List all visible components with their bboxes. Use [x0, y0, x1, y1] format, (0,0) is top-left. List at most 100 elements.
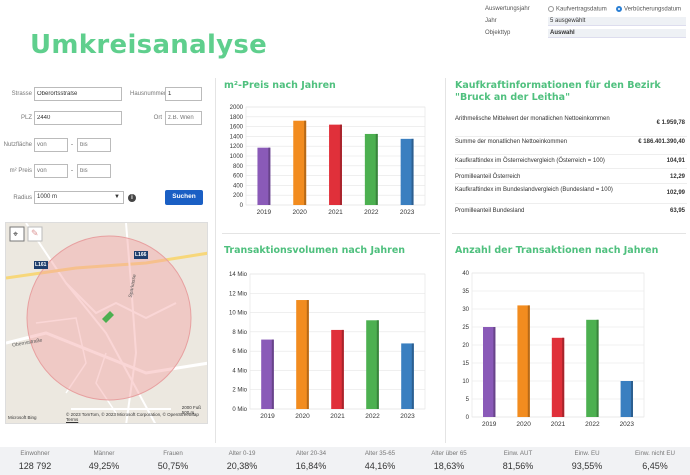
- bar-2023[interactable]: [401, 343, 414, 409]
- x-tick-label: 2019: [482, 421, 497, 427]
- bar[interactable]: [551, 337, 565, 417]
- objekttyp-select[interactable]: Auswahl: [548, 28, 686, 38]
- radius-label: Radius: [13, 195, 32, 201]
- map[interactable]: L161 L166 Obernsstraße Sparkasse ⌖ ✎ Mic…: [5, 222, 208, 424]
- info-icon[interactable]: i: [128, 194, 136, 202]
- y-tick-label: 30: [462, 307, 469, 313]
- table-row: Promilleanteil Bundesland 63,95: [455, 208, 685, 214]
- y-tick-label: 1800: [230, 115, 244, 121]
- bar-shade: [271, 339, 274, 409]
- bar[interactable]: [257, 147, 271, 205]
- preis-von-input[interactable]: [34, 164, 68, 178]
- terms-link[interactable]: Terms: [66, 417, 79, 422]
- bar-2020[interactable]: [517, 305, 530, 417]
- bar-2019[interactable]: [257, 147, 271, 205]
- map-canvas: [6, 223, 207, 423]
- auswertungsjahr-row: Auswertungsjahr Kaufvertragsdatum Verbüc…: [485, 4, 681, 14]
- bar-2022[interactable]: [366, 320, 379, 409]
- bar-2021[interactable]: [551, 337, 565, 417]
- bar-2020[interactable]: [296, 300, 309, 409]
- table-row: Arithmelische Mittelwert der monatlichen…: [455, 113, 687, 137]
- eraser-icon[interactable]: ✎: [31, 228, 39, 238]
- y-tick-label: 8 Mio: [232, 330, 247, 336]
- bar[interactable]: [261, 339, 274, 409]
- preis-chart: 0 200 400 600 800 1000 1200 1400 1600 1800 2000 201…: [222, 100, 437, 220]
- bar-shade: [341, 329, 344, 409]
- hausnummer-input[interactable]: [165, 87, 202, 101]
- range-dash: -: [71, 168, 73, 174]
- bar[interactable]: [401, 343, 414, 409]
- bar[interactable]: [329, 124, 342, 205]
- x-tick-label: 2022: [364, 209, 379, 216]
- chevron-down-icon: ▼: [114, 194, 120, 200]
- range-dash: -: [71, 142, 73, 148]
- bar-2019[interactable]: [483, 327, 496, 417]
- bar[interactable]: [586, 319, 599, 417]
- stat-alter-35-65: Alter 35-65 44,16%: [364, 450, 396, 471]
- table-row: Kaufkraftindex im Bundeslandvergleich (B…: [455, 184, 687, 204]
- bar[interactable]: [400, 138, 414, 205]
- y-tick-label: 600: [233, 174, 244, 180]
- y-tick-label: 1400: [230, 134, 244, 140]
- x-tick-label: 2022: [365, 413, 380, 419]
- plz-input[interactable]: [34, 111, 122, 125]
- jahr-select[interactable]: 5 ausgewählt: [548, 16, 686, 26]
- bar[interactable]: [364, 133, 378, 205]
- radio-verbuecherung[interactable]: Verbücherungsdatum: [616, 5, 681, 12]
- radio-verbuecherung-icon[interactable]: [616, 5, 622, 12]
- nutzflaeche-bis-input[interactable]: [77, 138, 111, 152]
- radio-kaufvertrag[interactable]: Kaufvertragsdatum: [548, 5, 607, 12]
- map-copyright: © 2023 TomTom, © 2023 Microsoft Corporat…: [66, 412, 199, 422]
- bar[interactable]: [483, 327, 496, 417]
- y-tick-label: 2000: [230, 105, 244, 111]
- bar[interactable]: [331, 329, 344, 409]
- y-tick-label: 40: [462, 271, 469, 277]
- bar-2022[interactable]: [364, 133, 378, 205]
- x-tick-label: 2021: [328, 209, 343, 216]
- bar-shade: [411, 138, 414, 205]
- bar[interactable]: [296, 300, 309, 409]
- x-tick-label: 2020: [292, 209, 307, 216]
- y-tick-label: 200: [233, 193, 244, 199]
- bar-shade: [304, 120, 307, 205]
- anzahl-chart-title: Anzahl der Transaktionen nach Jahren: [455, 245, 659, 256]
- draw-tool-icon[interactable]: ⌖: [13, 229, 19, 239]
- bar[interactable]: [517, 305, 530, 417]
- road-label: L161: [35, 262, 47, 268]
- bar-2021[interactable]: [331, 329, 344, 409]
- radius-select[interactable]: 1000 m ▼: [34, 191, 124, 204]
- radio-kaufvertrag-icon[interactable]: [548, 5, 554, 12]
- bar-shade: [527, 305, 530, 417]
- hausnummer-label: Hausnummer: [130, 91, 167, 97]
- bar[interactable]: [293, 120, 307, 205]
- bar-2020[interactable]: [293, 120, 307, 205]
- ort-input[interactable]: [165, 111, 202, 125]
- ort-label: Ort: [153, 115, 162, 121]
- bar-2021[interactable]: [329, 124, 342, 205]
- table-row: Summe der monatlichen Nettoeinkommen € 18…: [455, 137, 687, 155]
- bar-2023[interactable]: [400, 138, 414, 205]
- bar[interactable]: [620, 381, 633, 417]
- stat-einw-eu: Einw. EU 93,55%: [571, 450, 603, 471]
- y-tick-label: 0: [240, 203, 244, 209]
- anzahl-chart: 0 5 10 15 20 25 30 35 40 2019 2020 2021 2022 2023: [452, 267, 652, 429]
- stat-alter-20-34: Alter 20-34 16,84%: [295, 450, 327, 471]
- strasse-input[interactable]: [34, 87, 122, 101]
- x-tick-label: 2020: [295, 413, 310, 419]
- bar-2019[interactable]: [261, 339, 274, 409]
- bar[interactable]: [366, 320, 379, 409]
- x-tick-label: 2023: [620, 421, 635, 427]
- y-tick-label: 1000: [230, 154, 244, 160]
- map-scale: 2000 Fuß 500 m: [181, 405, 201, 415]
- divider: [222, 233, 440, 234]
- search-button[interactable]: Suchen: [165, 190, 203, 205]
- bar-2023[interactable]: [620, 381, 633, 417]
- divider: [215, 78, 216, 443]
- y-tick-label: 10 Mio: [229, 311, 248, 317]
- volumen-chart: 0 Mio 2 Mio 4 Mio 6 Mio 8 Mio 10 Mio 12 Mio 14 …: [222, 267, 437, 421]
- strasse-label: Strasse: [11, 91, 32, 97]
- nutzflaeche-von-input[interactable]: [34, 138, 68, 152]
- bar-2022[interactable]: [586, 319, 599, 417]
- search-form: Strasse Hausnummer PLZ Ort Nutzfläche - …: [0, 85, 215, 205]
- preis-bis-input[interactable]: [77, 164, 111, 178]
